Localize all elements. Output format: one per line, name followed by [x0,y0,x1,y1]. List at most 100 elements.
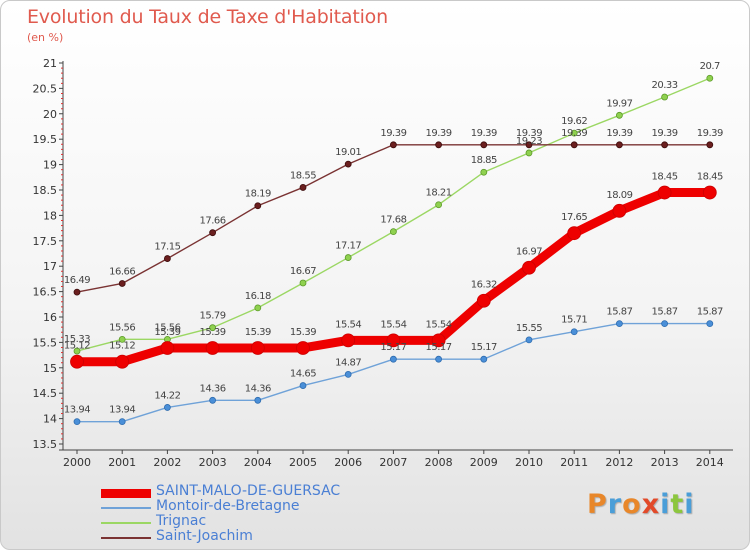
y-tick-label: 16.5 [33,286,58,299]
data-label: 19.39 [516,128,542,139]
data-point [525,336,533,344]
y-tick-label: 21 [43,57,57,70]
x-tick-label: 2014 [696,456,724,469]
data-point [209,324,217,332]
data-label: 15.56 [109,322,135,333]
data-point [341,333,356,348]
data-point [386,333,401,348]
data-label: 19.62 [561,116,587,127]
y-tick-label: 17.5 [33,235,58,248]
y-tick-label: 19 [43,159,57,172]
data-label: 18.45 [697,172,723,183]
x-tick-label: 2000 [63,456,91,469]
data-label: 16.67 [290,266,316,277]
data-point [616,111,623,119]
data-label: 17.68 [380,215,406,226]
data-point [299,382,307,389]
data-label: 15.17 [380,342,406,353]
data-point [706,141,714,149]
data-point [209,396,217,404]
data-point [254,304,262,312]
data-point [296,341,310,355]
data-label: 14.65 [290,369,316,380]
logo-letter: i [684,489,695,520]
x-tick-label: 2003 [199,456,227,469]
data-point [344,160,352,168]
data-label: 19.97 [606,98,632,109]
data-label: 15.55 [516,323,542,334]
data-point [250,341,265,355]
data-point [389,355,397,363]
data-label: 15.87 [697,307,723,318]
data-point [661,93,668,101]
data-label: 18.19 [245,189,271,200]
data-label: 15.87 [606,307,632,318]
data-label: 17.17 [335,241,361,252]
data-point [163,404,171,411]
data-point [435,355,443,363]
data-point [480,141,488,149]
data-point [431,333,446,348]
data-point [254,202,262,210]
data-label: 13.94 [64,405,90,416]
y-tick-label: 17 [43,260,57,273]
data-label: 15.54 [335,319,361,330]
data-point [657,185,672,200]
data-label: 15.54 [426,319,452,330]
y-tick-label: 15.5 [33,336,58,349]
legend-label: Montoir-de-Bretagne [156,498,300,514]
x-tick-label: 2007 [379,456,407,469]
data-point [435,201,443,209]
data-label: 15.54 [380,319,406,330]
data-point [706,74,714,82]
data-point [525,141,533,149]
data-label: 15.12 [109,341,135,352]
data-point [205,341,220,355]
data-point [612,203,627,218]
legend-swatch [101,522,151,524]
data-label: 16.97 [516,247,542,258]
data-point [118,335,126,343]
y-tick-label: 20 [43,108,57,121]
data-label: 13.94 [109,405,135,416]
data-point [476,293,491,308]
data-label: 16.18 [245,291,271,302]
data-label: 17.65 [561,212,587,223]
data-label: 19.01 [335,147,361,158]
data-label: 19.39 [652,128,678,139]
y-tick-label: 19.5 [33,133,58,146]
y-tick-label: 20.5 [33,82,58,95]
data-label: 19.39 [561,128,587,139]
x-tick-label: 2006 [334,456,362,469]
data-point [209,229,217,237]
data-point [570,328,578,336]
y-tick-label: 18.5 [33,184,58,197]
data-label: 15.33 [64,334,90,345]
data-label: 15.56 [154,322,180,333]
data-point [299,279,307,287]
x-tick-label: 2004 [244,456,272,469]
data-label: 15.12 [64,341,90,352]
data-point [254,396,262,404]
logo-letter: t [670,489,685,520]
x-tick-label: 2010 [515,456,543,469]
data-point [570,141,578,149]
data-point [567,226,582,241]
data-label: 14.22 [154,390,180,401]
data-label: 17.66 [200,216,226,227]
data-point [115,354,130,369]
data-label: 15.17 [471,342,497,353]
data-point [480,168,488,176]
data-label: 18.85 [471,155,497,166]
data-point [616,141,623,149]
x-tick-label: 2002 [153,456,181,469]
data-point [389,228,397,236]
data-label: 19.39 [426,128,452,139]
data-label: 15.39 [245,327,271,338]
x-tick-label: 2012 [605,456,633,469]
logo-letter: P [587,489,608,520]
data-label: 17.15 [154,242,180,253]
data-label: 18.09 [606,190,632,201]
data-point [570,129,578,137]
